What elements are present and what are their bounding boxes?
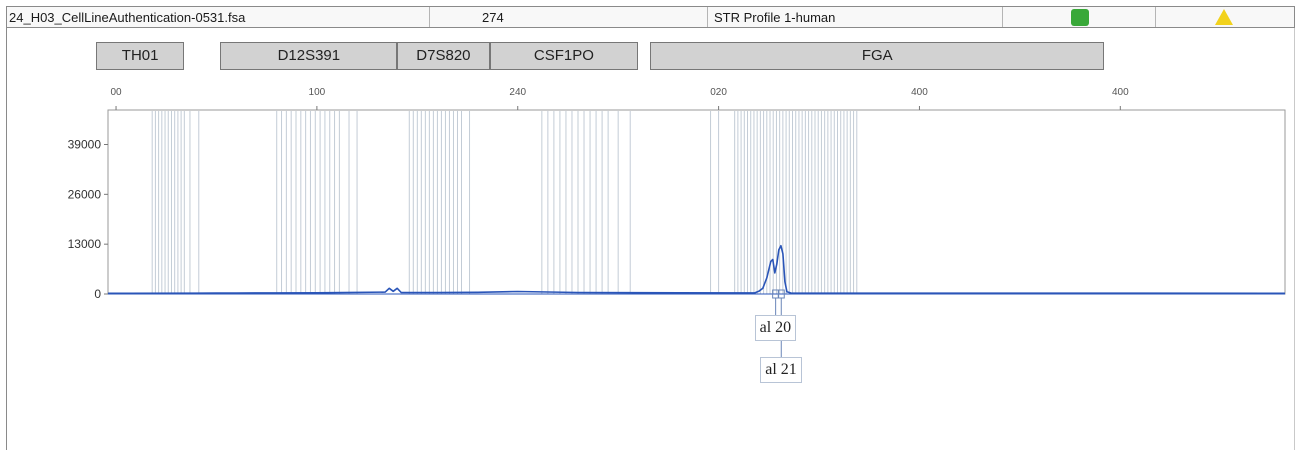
x-tick-label: 400	[911, 87, 928, 98]
marker-bin-csf1po[interactable]: CSF1PO	[489, 42, 639, 70]
header-separator	[1002, 7, 1003, 27]
x-tick-label: 400	[1112, 87, 1129, 98]
warning-flag-yellow-icon[interactable]	[1215, 9, 1233, 25]
electropherogram-frame	[6, 28, 1295, 450]
x-tick-label: 100	[309, 87, 326, 98]
marker-bin-th01[interactable]: TH01	[95, 42, 185, 70]
x-tick-label: 240	[509, 87, 526, 98]
quality-flag-green-icon[interactable]	[1071, 9, 1089, 26]
allele-call-label[interactable]: al 21	[760, 357, 802, 383]
sample-size-value: 274	[482, 10, 504, 25]
y-tick-label: 13000	[68, 237, 102, 251]
header-separator	[707, 7, 708, 27]
profile-name[interactable]: STR Profile 1-human	[714, 10, 836, 25]
trace-line	[107, 244, 1286, 295]
x-tick-label: 020	[710, 87, 727, 98]
y-tick-label: 26000	[68, 187, 102, 201]
header-separator	[1155, 7, 1156, 27]
y-tick-label: 39000	[68, 138, 102, 152]
allele-call-label[interactable]: al 20	[754, 315, 797, 341]
plot-area	[107, 109, 1286, 295]
sample-filename[interactable]: 24_H03_CellLineAuthentication-0531.fsa	[9, 10, 246, 25]
x-tick-label: 00	[110, 87, 122, 98]
marker-bin-d12s391[interactable]: D12S391	[220, 42, 398, 70]
sample-header-bar: 24_H03_CellLineAuthentication-0531.fsa 2…	[6, 6, 1295, 28]
marker-bin-fga[interactable]: FGA	[650, 42, 1105, 70]
marker-bin-d7s820[interactable]: D7S820	[397, 42, 490, 70]
y-tick-label: 0	[94, 287, 101, 301]
header-separator	[429, 7, 430, 27]
